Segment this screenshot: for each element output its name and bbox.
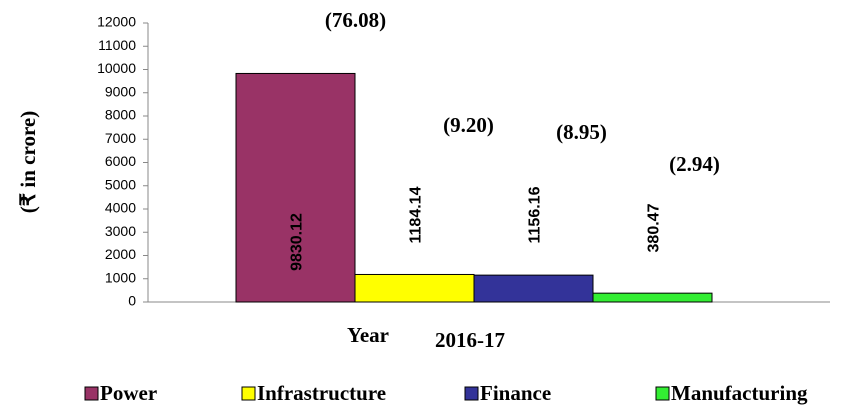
annotation: (8.95) xyxy=(556,120,607,144)
value-label: 1156.16 xyxy=(527,186,544,243)
y-tick-label: 11000 xyxy=(98,37,136,53)
y-tick-label: 8000 xyxy=(105,107,136,123)
y-tick-label: 10000 xyxy=(97,60,136,76)
y-tick-label: 0 xyxy=(128,293,136,309)
legend-label: Manufacturing xyxy=(671,381,808,405)
y-tick-label: 5000 xyxy=(105,176,136,192)
legend-swatch xyxy=(241,386,256,401)
bar xyxy=(473,274,594,303)
bar xyxy=(354,273,475,303)
y-tick-label: 12000 xyxy=(97,14,136,30)
bar xyxy=(235,72,356,303)
value-label: 380.47 xyxy=(646,203,663,252)
legend-label: Infrastructure xyxy=(257,381,386,405)
value-label: 1184.14 xyxy=(408,186,425,243)
legend-label: Power xyxy=(100,381,157,405)
legend-swatch xyxy=(655,386,670,401)
y-tick-label: 1000 xyxy=(105,269,136,285)
y-tick-label: 3000 xyxy=(105,223,136,239)
bar xyxy=(592,292,713,303)
legend-label: Finance xyxy=(480,381,551,405)
y-tick-label: 6000 xyxy=(105,153,136,169)
annotation: (76.08) xyxy=(325,8,386,32)
x-axis-label: Year xyxy=(347,323,389,347)
value-label: 9830.12 xyxy=(289,213,306,271)
annotation: (2.94) xyxy=(669,152,720,176)
annotation: (9.20) xyxy=(443,113,494,137)
x-tick-label: 2016-17 xyxy=(435,328,505,352)
legend-swatch xyxy=(464,386,479,401)
y-tick-label: 7000 xyxy=(105,130,136,146)
y-tick-label: 4000 xyxy=(105,200,136,216)
y-tick-label: 9000 xyxy=(105,83,136,99)
y-axis-label: (₹ in crore) xyxy=(16,111,40,213)
legend-swatch xyxy=(84,386,99,401)
y-tick-label: 2000 xyxy=(105,246,136,262)
